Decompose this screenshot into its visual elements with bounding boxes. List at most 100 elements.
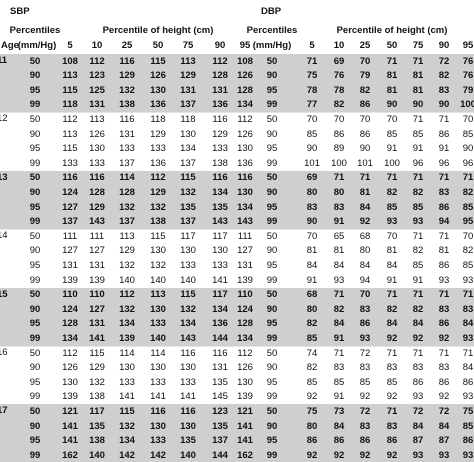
sbp-value: 112: [237, 113, 253, 125]
sbp-value: 144: [212, 332, 228, 344]
sbp-value: 130: [150, 84, 166, 96]
dbp-value: 84: [386, 318, 398, 330]
dbp-value: 82: [306, 318, 318, 330]
sbp-value: 126: [89, 128, 105, 140]
dbp-value: 94: [438, 216, 450, 228]
dbp-value: 90: [412, 99, 424, 111]
sbp-value: 136: [150, 99, 166, 111]
dbp-value: 82: [462, 186, 474, 198]
sbp-value: 131: [212, 84, 228, 96]
row-group: [0, 112, 474, 171]
sbp-value: 111: [89, 230, 105, 242]
sbp-value: 140: [150, 274, 166, 286]
dbp-value: 86: [438, 259, 450, 271]
sbp-value: 132: [89, 376, 105, 388]
sbp-value: 138: [150, 216, 166, 228]
sbp-value: 134: [237, 332, 253, 344]
sbp-value: 121: [237, 405, 253, 417]
dbp-value: 91: [333, 391, 345, 403]
sbp-value: 139: [89, 274, 105, 286]
sbp-value: 134: [62, 332, 78, 344]
dbp-value: 70: [462, 230, 474, 242]
dbp-value: 86: [359, 318, 371, 330]
dbp-value: 90: [306, 216, 318, 228]
sbp-percentile: 95: [29, 376, 41, 388]
sbp-value: 141: [212, 274, 228, 286]
dbp-value: 83: [412, 362, 424, 374]
dbp-value: 90: [438, 99, 450, 111]
sbp-value: 117: [212, 289, 228, 301]
dbp-percentile: 95: [266, 143, 278, 155]
dbp-value: 82: [333, 99, 345, 111]
sbp-value: 116: [180, 347, 196, 359]
sbp-value: 126: [237, 70, 253, 82]
dbp-value: 92: [412, 332, 424, 344]
dbp-value: 86: [462, 376, 474, 388]
sbp-value: 128: [237, 318, 253, 330]
dbp-value: 91: [386, 274, 398, 286]
dbp-value: 86: [462, 435, 474, 447]
dbp-value: 70: [306, 230, 318, 242]
dbp-value: 70: [386, 113, 398, 125]
dbp-value: 92: [438, 391, 450, 403]
sbp-value: 137: [119, 157, 135, 169]
dbp-value: 93: [386, 216, 398, 228]
sbp-value: 130: [119, 362, 135, 374]
dbp-value: 91: [412, 274, 424, 286]
sbp-value: 112: [212, 55, 228, 67]
sbp-value: 132: [150, 201, 166, 213]
dbp-value: 91: [333, 216, 345, 228]
dbp-value: 72: [438, 55, 450, 67]
dbp-value: 71: [412, 289, 424, 301]
sbp-value: 124: [62, 303, 78, 315]
dbp-value: 92: [386, 332, 398, 344]
sbp-value: 128: [212, 70, 228, 82]
sbp-value: 127: [62, 245, 78, 257]
dbp-value: 83: [359, 362, 371, 374]
sbp-value: 143: [237, 216, 253, 228]
dbp-value: 92: [333, 449, 345, 461]
dbp-value: 84: [462, 362, 474, 374]
dbp-value: 65: [333, 230, 345, 242]
sbp-value: 132: [150, 259, 166, 271]
sbp-value: 112: [62, 347, 78, 359]
sbp-value: 117: [89, 405, 105, 417]
sbp-value: 133: [212, 259, 228, 271]
sbp-value: 137: [62, 216, 78, 228]
sbp-percentile: 99: [29, 391, 41, 403]
dbp-value: 93: [462, 391, 474, 403]
row-group: [0, 54, 474, 113]
dbp-value: 73: [333, 405, 345, 417]
dbp-value: 85: [306, 332, 318, 344]
sbp-percentile: 90: [29, 128, 41, 140]
dbp-percentile: 95: [266, 318, 278, 330]
sbp-value: 117: [212, 230, 228, 242]
sbp-value: 132: [119, 420, 135, 432]
dbp-value: 83: [333, 362, 345, 374]
dbp-value: 83: [438, 186, 450, 198]
sbp-value: 108: [62, 55, 78, 67]
dbp-value: 83: [462, 303, 474, 315]
dbp-value: 90: [306, 143, 318, 155]
dbp-value: 93: [438, 274, 450, 286]
sbp-value: 131: [237, 259, 253, 271]
dbp-value: 91: [386, 143, 398, 155]
sbp-value: 139: [62, 391, 78, 403]
sbp-value: 133: [180, 259, 196, 271]
dbp-value: 100: [384, 157, 400, 169]
sbp-value: 126: [237, 362, 253, 374]
sbp-value: 129: [89, 201, 105, 213]
sbp-value: 138: [119, 99, 135, 111]
sbp-value: 131: [62, 259, 78, 271]
sbp-value: 129: [119, 70, 135, 82]
dbp-percentile: 95: [266, 376, 278, 388]
sbp-value: 129: [119, 245, 135, 257]
dbp-value: 79: [462, 84, 474, 96]
sbp-value: 134: [119, 435, 135, 447]
dbp-value: 71: [412, 172, 424, 184]
dbp-value: 83: [438, 303, 450, 315]
sbp-value: 127: [89, 245, 105, 257]
sbp-value: 114: [150, 347, 166, 359]
dbp-value: 93: [462, 332, 474, 344]
sbp-height: 95: [239, 40, 251, 51]
